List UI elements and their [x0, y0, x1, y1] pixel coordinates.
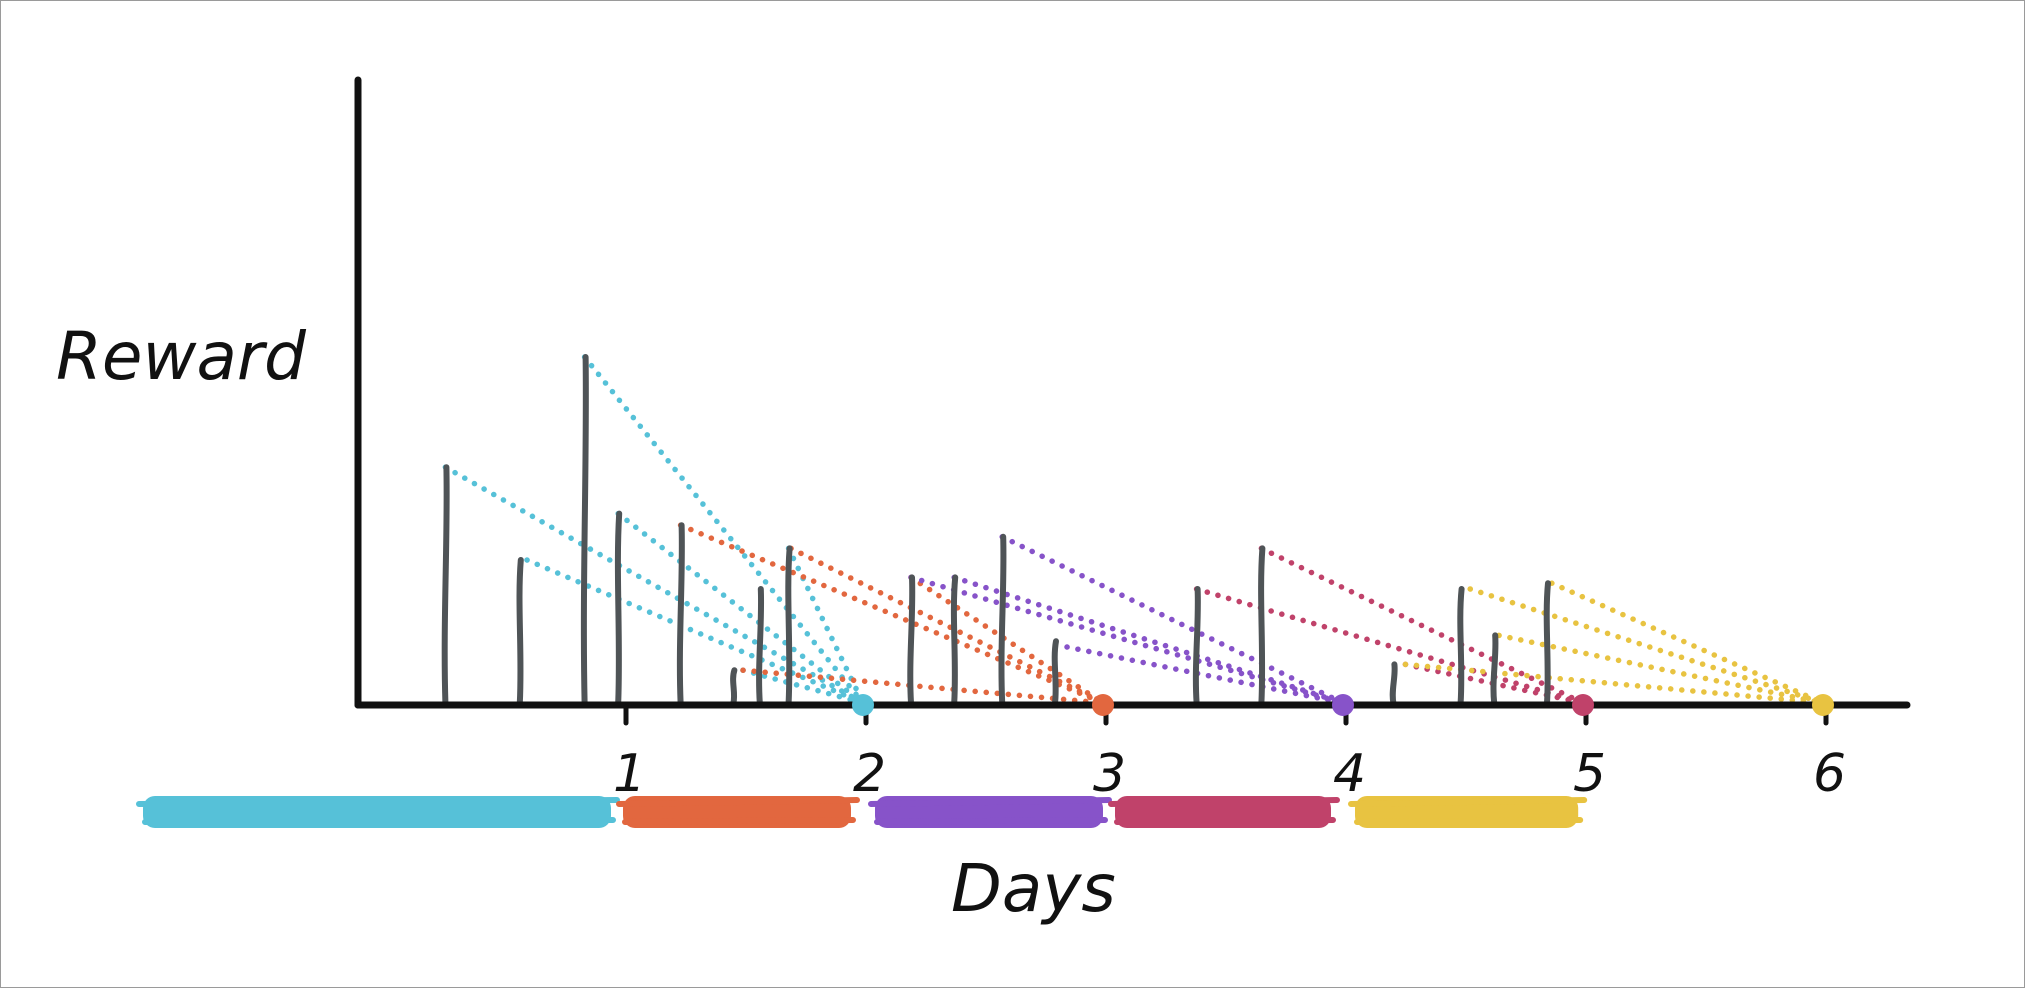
day-band-4: [1108, 796, 1340, 828]
decay-line-2-1: [677, 522, 1106, 706]
x-tick-label-5: 5: [1573, 744, 1606, 804]
collect-point-2: [1092, 694, 1114, 716]
collect-point-4: [1572, 694, 1594, 716]
reward-spike-8: [785, 545, 793, 706]
reward-spike-3: [580, 354, 589, 706]
day-band-1: [136, 796, 620, 828]
decay-line-2-3: [788, 545, 1106, 706]
day-band-scribble-5: [1348, 797, 1588, 825]
collect-point-3: [1332, 694, 1354, 716]
reward-spike-7: [756, 586, 765, 706]
day-band-scribble-4: [1108, 797, 1340, 825]
day-band-5: [1348, 796, 1588, 828]
day-band-scribble-3: [868, 797, 1112, 825]
decay-line-2-2: [740, 667, 1106, 706]
day-bands-group: [136, 796, 1588, 828]
x-tick-label-1: 1: [613, 744, 646, 804]
reward-spike-10: [950, 574, 959, 706]
decay-line-5-2: [1467, 586, 1826, 706]
x-tick-label-6: 6: [1813, 744, 1846, 804]
reward-spike-16: [1457, 586, 1465, 706]
day-band-scribble-2: [616, 797, 860, 825]
reward-spike-5: [676, 522, 685, 706]
reward-spike-11: [998, 533, 1007, 706]
axes-group: [354, 76, 1911, 709]
collect-point-5: [1812, 694, 1834, 716]
reward-spikes-group: [441, 354, 1551, 706]
day-band-scribble-1: [136, 797, 620, 825]
decay-line-3-3: [999, 534, 1346, 706]
x-axis-label: Days: [951, 850, 1116, 927]
decay-line-1-6: [785, 545, 866, 706]
reward-spike-12: [1051, 638, 1059, 706]
day-band-2: [616, 796, 860, 828]
reward-spike-9: [907, 574, 916, 706]
decay-line-5-1: [1402, 661, 1826, 706]
reward-spike-14: [1258, 545, 1266, 706]
reward-spike-4: [614, 510, 623, 706]
decay-lines-group: [442, 354, 1826, 706]
x-ticks-group: 1 2 3 4 5 6: [613, 704, 1846, 804]
collect-point-1: [852, 694, 874, 716]
decay-line-3-4: [1064, 644, 1346, 706]
decay-line-4-2: [1258, 545, 1586, 706]
x-tick-label-2: 2: [853, 744, 886, 804]
decay-line-5-3: [1496, 632, 1826, 706]
reward-spike-18: [1543, 580, 1551, 706]
decay-line-1-3: [581, 354, 866, 706]
decay-line-2-4: [908, 574, 1106, 706]
y-axis-label: Reward: [56, 318, 307, 395]
decay-line-1-5: [740, 667, 866, 706]
day-band-3: [868, 796, 1112, 828]
decay-line-5-4: [1549, 580, 1826, 706]
reward-spike-2: [516, 557, 524, 706]
reward-spike-13: [1192, 586, 1201, 706]
decay-line-3-1: [908, 574, 1346, 706]
reward-spike-6: [730, 667, 738, 706]
decay-line-1-1: [442, 464, 866, 706]
decay-line-1-4: [615, 510, 866, 706]
reward-spike-15: [1389, 661, 1398, 706]
reward-spike-1: [441, 464, 450, 706]
collect-points-group: [852, 694, 1834, 716]
x-tick-label-4: 4: [1333, 744, 1366, 804]
reward-spike-17: [1490, 632, 1499, 706]
decay-line-3-2: [951, 574, 1346, 706]
x-tick-label-3: 3: [1093, 744, 1126, 804]
